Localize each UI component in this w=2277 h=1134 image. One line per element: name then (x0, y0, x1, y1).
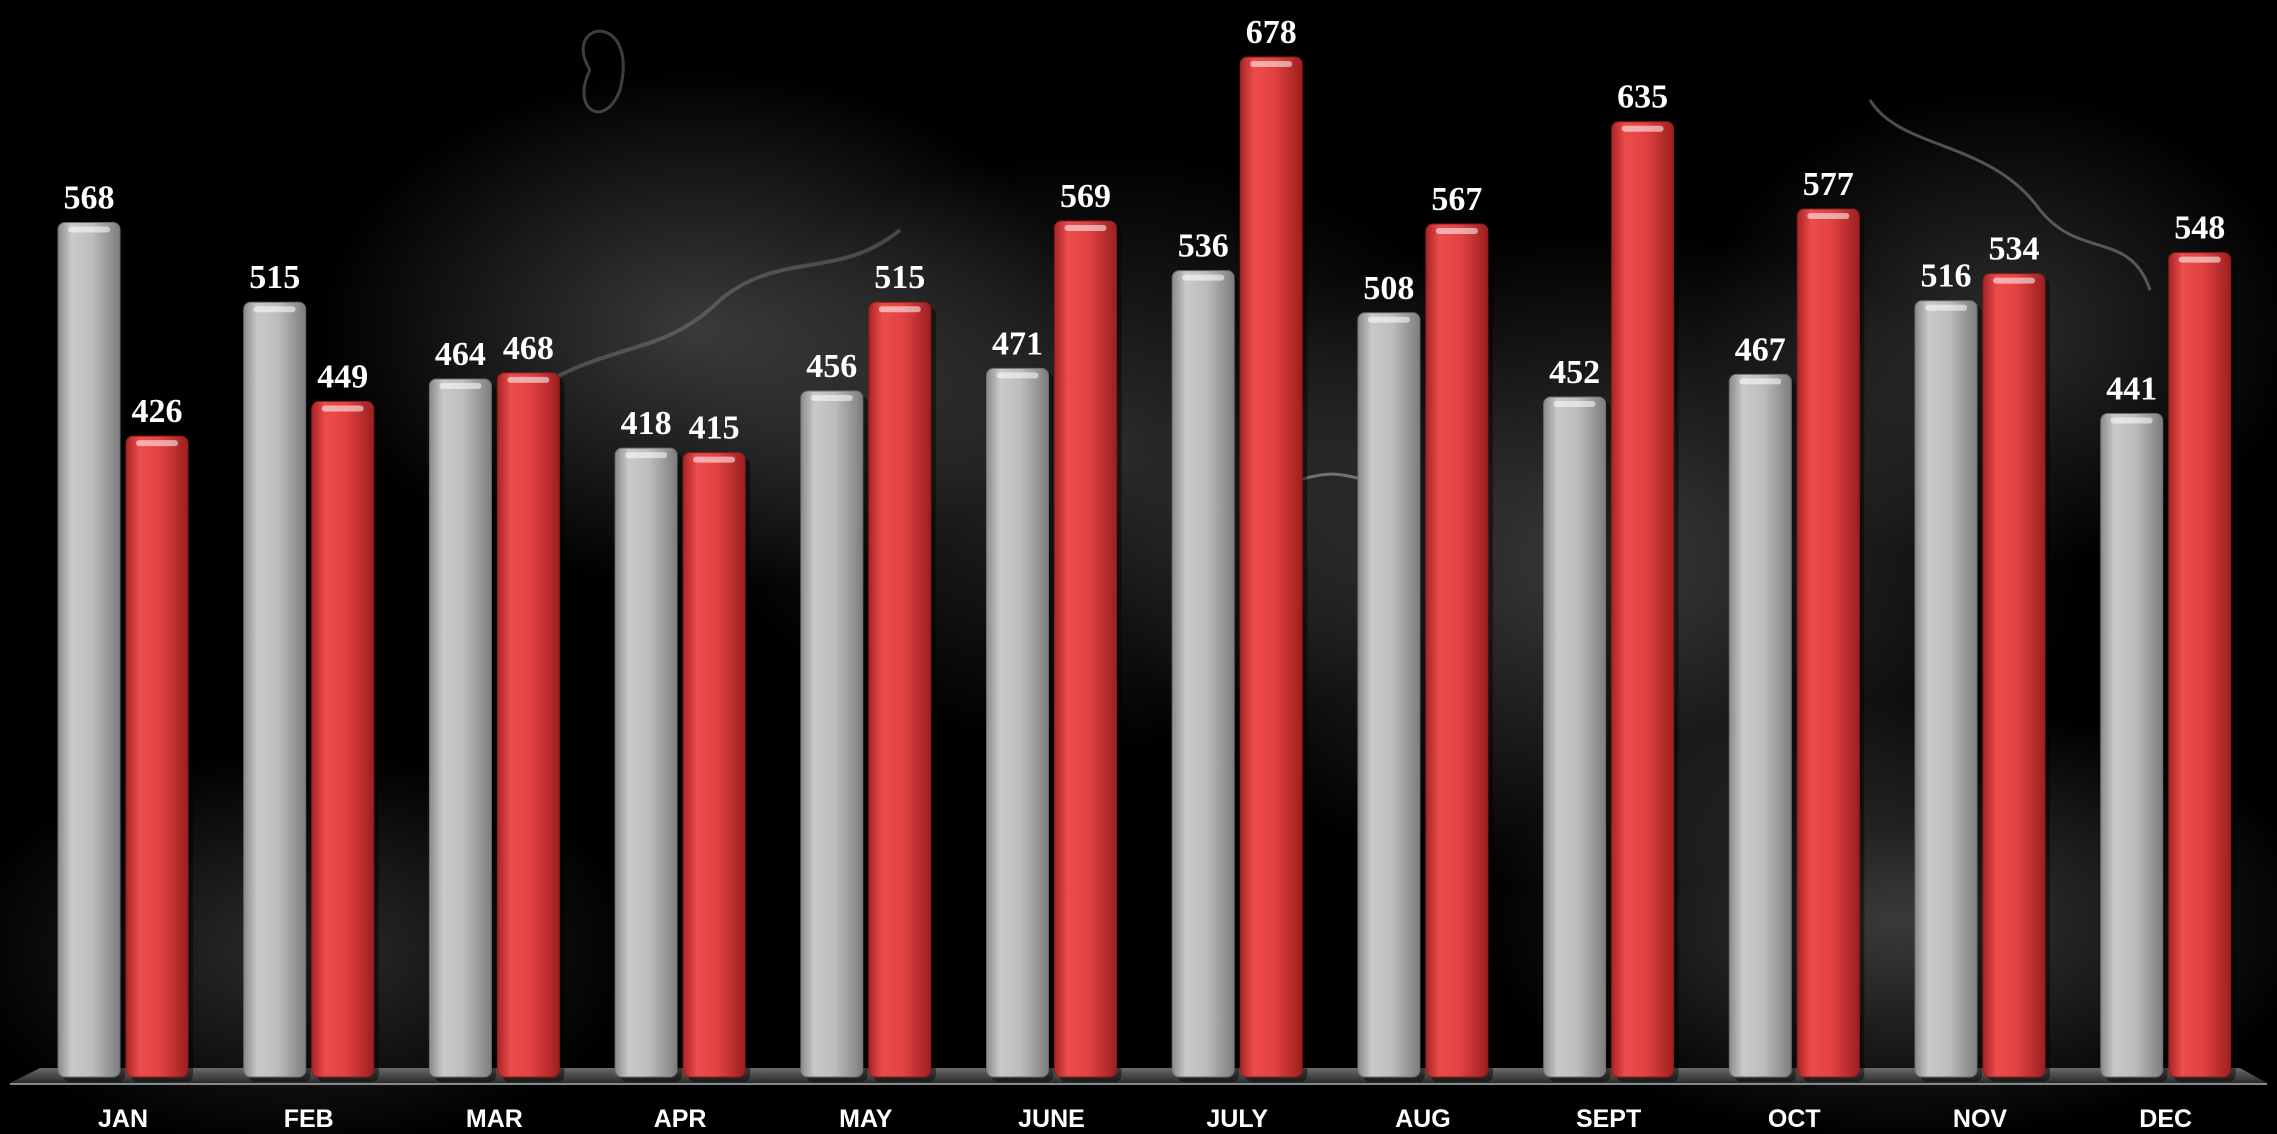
value-label: 534 (1989, 231, 2040, 268)
x-tick-label: MAR (466, 1105, 523, 1133)
x-tick-label: JAN (98, 1105, 148, 1133)
value-label: 415 (689, 410, 740, 447)
bar-highlight (1367, 316, 1410, 323)
bar-highlight (625, 452, 668, 459)
value-label: 426 (132, 393, 183, 430)
bar-dec-series-1 (2100, 413, 2164, 1078)
bar-highlight (439, 382, 482, 389)
bar-highlight (1739, 378, 1782, 385)
value-label: 548 (2174, 210, 2225, 247)
x-tick-label: AUG (1395, 1105, 1451, 1133)
value-label: 418 (621, 405, 672, 442)
bar-june-series-2 (1054, 220, 1117, 1078)
bar-highlight (1925, 304, 1967, 311)
bar-highlight (1993, 277, 2035, 284)
bar-highlight (253, 306, 296, 313)
bar-highlight (878, 306, 921, 313)
value-label: 441 (2106, 371, 2157, 408)
bar-oct-series-2 (1796, 208, 1860, 1078)
value-label: 536 (1178, 228, 1229, 265)
x-tick-label: FEB (284, 1105, 334, 1133)
value-label: 464 (435, 336, 486, 373)
value-label: 456 (806, 348, 857, 385)
bar-highlight (68, 226, 110, 233)
x-tick-label: JUNE (1018, 1105, 1085, 1133)
bar-highlight (1621, 125, 1664, 132)
x-tick-label: DEC (2139, 1105, 2192, 1133)
x-tick-label: SEPT (1576, 1105, 1641, 1133)
bar-apr-series-1 (614, 447, 678, 1078)
bar-highlight (1250, 61, 1293, 67)
value-label: 577 (1803, 166, 1854, 203)
bar-dec-series-2 (2168, 252, 2232, 1078)
value-label: 678 (1246, 14, 1297, 51)
bar-highlight (1435, 227, 1478, 234)
value-label: 515 (249, 259, 300, 296)
x-tick-label: OCT (1768, 1105, 1821, 1133)
bar-sept-series-1 (1543, 396, 1607, 1078)
value-label: 569 (1060, 178, 1111, 215)
bar-highlight (1064, 224, 1107, 231)
bars (57, 56, 2236, 1083)
bar-highlight (996, 372, 1039, 379)
x-tick-label: APR (654, 1105, 707, 1133)
bar-july-series-2 (1239, 56, 1303, 1078)
x-axis: JAN FEB MAR APR MAY JUNE JULY AUG SEPT OCT NOV DEC (98, 1105, 2192, 1133)
bar-highlight (136, 440, 178, 447)
bar-feb-series-1 (243, 301, 307, 1078)
x-tick-label: NOV (1953, 1105, 2008, 1133)
bar-highlight (507, 376, 550, 383)
x-tick-label: MAY (839, 1105, 893, 1133)
bar-jan-series-1 (57, 221, 121, 1078)
value-label: 467 (1735, 331, 1786, 368)
x-tick-label: JULY (1206, 1105, 1268, 1133)
bar-oct-series-1 (1728, 373, 1792, 1078)
value-label: 508 (1363, 270, 1414, 307)
value-label: 468 (503, 330, 554, 367)
bar-highlight (2110, 417, 2153, 424)
bar-highlight (1553, 401, 1596, 407)
bar-july-series-1 (1171, 270, 1235, 1078)
bar-june-series-1 (986, 367, 1049, 1078)
value-label: 516 (1921, 258, 1972, 295)
bar-highlight (1182, 274, 1225, 281)
bar-mar-series-2 (496, 372, 560, 1078)
floor-plane (10, 1068, 2267, 1083)
bar-nov-series-1 (1914, 300, 1978, 1078)
bar-highlight (693, 456, 736, 463)
bar-apr-series-2 (682, 452, 746, 1078)
value-label: 449 (317, 359, 368, 396)
bar-nov-series-2 (1982, 273, 2046, 1078)
value-label: 568 (64, 179, 115, 216)
value-labels: 568 426 515 449 464 468 418 415 456 515 471 569 536 6… (64, 14, 2226, 447)
value-label: 515 (874, 259, 925, 296)
bar-highlight (2178, 256, 2221, 263)
bar-sept-series-2 (1611, 121, 1675, 1078)
bar-jan-series-2 (125, 435, 189, 1078)
value-label: 635 (1617, 79, 1668, 116)
value-label: 567 (1431, 181, 1482, 218)
bar-aug-series-2 (1425, 223, 1489, 1078)
bar-highlight (1807, 212, 1850, 219)
chart-floor (10, 1068, 2267, 1085)
bar-highlight (321, 405, 364, 412)
bar-feb-series-2 (311, 401, 375, 1078)
value-label: 471 (992, 325, 1043, 362)
bar-aug-series-1 (1357, 312, 1421, 1078)
value-label: 452 (1549, 354, 1600, 391)
bar-highlight (810, 394, 853, 401)
bar-may-series-1 (800, 390, 864, 1078)
bar-may-series-2 (868, 301, 932, 1078)
bar-mar-series-1 (428, 378, 492, 1078)
